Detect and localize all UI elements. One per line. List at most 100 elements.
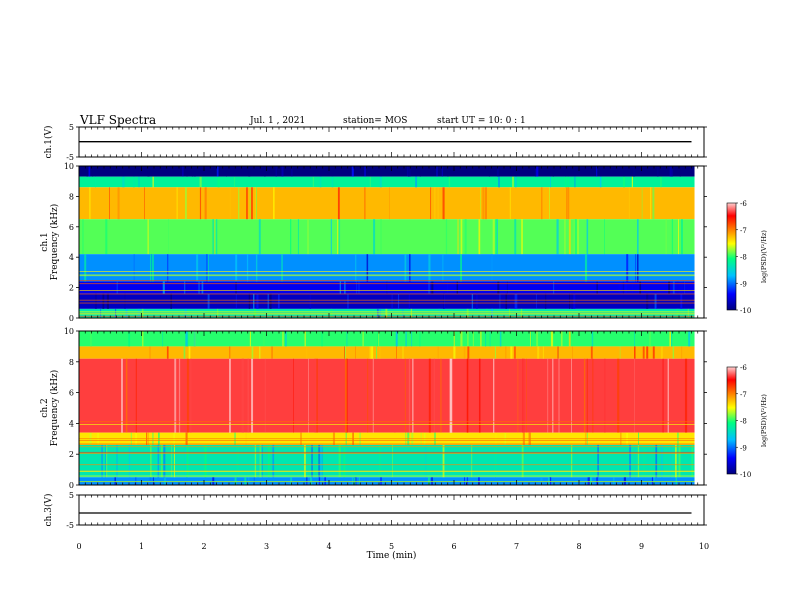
ch2-spectrogram-streak: [540, 477, 543, 485]
ch1-spectrogram-streak: [404, 254, 407, 282]
ch1-spectrogram-streak: [460, 254, 463, 282]
time-xtick-label: 1: [139, 542, 144, 551]
ch2-spectrogram-streak: [394, 358, 396, 433]
ch1-spectrogram-streak: [339, 219, 341, 255]
ch2-spectrogram-streak: [257, 444, 259, 478]
ch2-spectrogram-streak: [651, 477, 654, 485]
ch1-spectrogram-ytick-label: 8: [69, 192, 74, 201]
ch2-spectrogram-streak: [571, 444, 573, 478]
ch1-spectrogram-ytick-label: 0: [69, 314, 74, 323]
time-xtick-label: 3: [264, 542, 269, 551]
ch2-spectrogram-streak: [586, 358, 588, 433]
ch1-spectrogram-streak: [133, 254, 135, 282]
ch2-spectrogram-streak: [495, 444, 496, 478]
ch1-spectrogram-streak: [639, 281, 642, 294]
ch1-spectrogram-streak: [196, 281, 199, 294]
ch1-spectrogram-streak: [436, 166, 438, 177]
ch2-spectrogram-band: [79, 346, 695, 359]
ch1-spectrogram-streak: [665, 219, 667, 255]
ch1-spectrogram-streak: [216, 166, 219, 177]
ch1-spectrogram-tone-line: [79, 315, 695, 317]
ch2-spectrogram-streak: [634, 358, 635, 433]
ch2-spectrogram-streak: [547, 358, 549, 433]
ch2-spectrogram-streak: [371, 346, 374, 359]
ch2-spectrogram-streak: [114, 477, 116, 485]
ch2-spectrogram-colorbar-tick-label: -10: [740, 471, 751, 479]
ch2-spectrogram-streak: [419, 331, 421, 347]
ch2-spectrogram-streak: [489, 331, 491, 347]
ch2-spectrogram-streak: [125, 358, 128, 433]
ch2-spectrogram-tone-line: [79, 471, 695, 472]
ch2-spectrogram-streak: [344, 358, 347, 433]
ch1-spectrogram-ytick-label: 4: [69, 253, 74, 262]
ch2-spectrogram-streak: [135, 477, 137, 485]
ch2-spectrogram-streak: [166, 346, 169, 359]
ch1-spectrogram-band: [79, 254, 695, 282]
ch1-spectrogram-streak: [445, 219, 448, 255]
ch1-spectrogram-colorbar-tick-label: -9: [740, 280, 747, 288]
ch2-spectrogram-streak: [116, 444, 118, 478]
ch1-spectrogram-streak: [565, 176, 567, 188]
time-xtick-label: 2: [201, 542, 206, 551]
ch2-spectrogram-streak: [662, 358, 664, 433]
ch1-spectrogram-streak: [330, 219, 332, 255]
ch2-spectrogram-streak: [186, 444, 189, 478]
ch2-spectrogram-streak: [402, 346, 404, 359]
ch2-spectrogram-streak: [469, 444, 472, 478]
ch2-spectrogram-streak: [531, 331, 532, 347]
ch1-spectrogram-streak: [281, 166, 284, 177]
ch2-spectrogram-streak: [634, 444, 636, 478]
ch2-spectrogram-band: [79, 477, 695, 485]
ch1-spectrogram-band: [79, 176, 695, 188]
ch2-spectrogram-streak: [212, 477, 215, 485]
ch1-spectrogram-streak: [273, 187, 275, 220]
ch2-spectrogram-streak: [293, 358, 294, 433]
ch2-spectrogram-streak: [552, 358, 554, 433]
ch1-spectrogram-streak: [544, 293, 547, 309]
ch2-spectrogram-streak: [514, 346, 516, 359]
ch2-spectrogram-streak: [89, 331, 92, 347]
ch2-spectrogram-streak: [649, 331, 652, 347]
ch2-spectrogram-streak: [262, 444, 263, 478]
ch1-voltage-ytick-label: -5: [66, 153, 74, 162]
ch1-spectrogram-streak: [373, 219, 376, 255]
ch1-spectrogram-streak: [312, 176, 314, 188]
ch2-spectrogram-band: [79, 358, 695, 433]
ch1-spectrogram-streak: [457, 219, 459, 255]
ch2-spectrogram-tone-line: [79, 421, 695, 423]
ch2-spectrogram-streak: [557, 346, 559, 359]
ch1-spectrogram-streak: [552, 166, 555, 177]
ch2-spectrogram-no-data: [694, 331, 704, 485]
ch1-spectrogram-streak: [496, 166, 499, 177]
ch1-spectrogram-streak: [684, 281, 685, 294]
ch1-spectrogram-streak: [415, 176, 418, 188]
ch2-spectrogram-streak: [185, 331, 188, 347]
ch3-voltage-ytick-label: -5: [66, 521, 74, 530]
start-time-label: start UT = 10: 0 : 1: [437, 116, 526, 126]
ch2-spectrogram-colorbar-tick-label: -8: [740, 418, 747, 426]
ch1-spectrogram-streak: [656, 166, 659, 177]
ch1-spectrogram-streak: [397, 293, 400, 309]
ch1-spectrogram-tone-line: [79, 293, 695, 295]
ch2-spectrogram-streak: [667, 358, 669, 433]
ch1-spectrogram-streak: [624, 281, 627, 294]
ch1-spectrogram-streak: [358, 281, 360, 294]
ch2-spectrogram-streak: [560, 331, 563, 347]
ch1-spectrogram-streak: [235, 254, 237, 282]
ch1-voltage-ytick-label: 5: [69, 123, 74, 132]
time-xtick-label: 9: [639, 542, 644, 551]
ch1-spectrogram-streak: [460, 219, 463, 255]
ch1-spectrogram-streak: [204, 187, 207, 220]
ch2-spectrogram-streak: [590, 346, 593, 359]
ch2-spectrogram-panel: [79, 331, 704, 485]
ch1-spectrogram-streak: [566, 187, 568, 220]
ch2-spectrogram-streak: [316, 358, 318, 433]
ch2-spectrogram-streak: [318, 477, 321, 485]
ch1-spectrogram-streak: [391, 293, 393, 309]
ch2-spectrogram-streak: [550, 331, 554, 347]
ch2-spectrogram-ytick-label: 4: [69, 419, 74, 428]
ch1-spectrogram-streak: [655, 293, 657, 309]
ch2-spectrogram-streak: [188, 346, 191, 359]
ch2-spectrogram-streak: [380, 477, 382, 485]
ch1-spectrogram-streak: [267, 293, 269, 309]
